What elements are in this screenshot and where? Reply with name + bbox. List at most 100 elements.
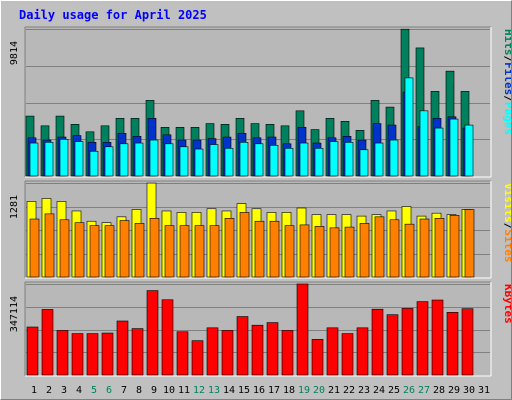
- x-tick-day-15: 15: [238, 385, 250, 396]
- x-tick-day-16: 16: [253, 385, 265, 396]
- bar-pages-day-14: [224, 147, 234, 177]
- x-tick-day-9: 9: [151, 385, 157, 396]
- bar-kbytes-day-9: [146, 290, 159, 376]
- bar-pages-day-21: [329, 141, 339, 177]
- x-tick-day-29: 29: [448, 385, 460, 396]
- legend-item: Hits: [502, 29, 511, 56]
- bar-pages-day-29: [449, 118, 459, 177]
- x-tick-day-7: 7: [121, 385, 127, 396]
- bar-sites-day-2: [44, 213, 55, 278]
- legend-item: /: [502, 95, 511, 102]
- bar-kbytes-day-7: [116, 320, 129, 376]
- bar-pages-day-20: [314, 147, 324, 177]
- x-tick-day-31: 31: [478, 385, 490, 396]
- bar-pages-day-9: [149, 139, 159, 177]
- bar-pages-day-16: [254, 143, 264, 177]
- bar-sites-day-1: [29, 218, 40, 278]
- bar-kbytes-day-23: [356, 327, 369, 376]
- x-tick-day-1: 1: [31, 385, 37, 396]
- bar-kbytes-day-20: [311, 339, 324, 376]
- legend-text: Visits/Sites: [502, 183, 511, 263]
- x-tick-day-20: 20: [313, 385, 325, 396]
- bar-kbytes-day-24: [371, 308, 384, 376]
- bar-pages-day-2: [44, 141, 54, 177]
- bar-kbytes-day-6: [101, 332, 114, 376]
- bar-sites-day-29: [449, 215, 460, 278]
- x-tick-day-8: 8: [136, 385, 142, 396]
- bar-pages-day-18: [284, 147, 294, 177]
- bar-kbytes-day-13: [206, 327, 219, 376]
- bar-pages-day-1: [29, 142, 39, 177]
- bar-sites-day-15: [239, 212, 250, 278]
- bar-kbytes-day-2: [41, 309, 54, 376]
- bar-pages-day-17: [269, 144, 279, 177]
- bar-kbytes-day-10: [161, 299, 174, 376]
- x-tick-day-6: 6: [106, 385, 112, 396]
- bar-kbytes-day-26: [401, 308, 414, 376]
- legend-item: /: [502, 223, 511, 230]
- bar-pages-day-8: [134, 142, 144, 177]
- bar-pages-day-7: [119, 143, 129, 177]
- bar-sites-day-25: [389, 219, 400, 278]
- bar-sites-day-21: [329, 227, 340, 278]
- bar-pages-day-3: [59, 139, 69, 177]
- bar-sites-day-11: [179, 225, 190, 278]
- legend-item: Sites: [502, 229, 511, 262]
- bar-kbytes-day-18: [281, 330, 294, 376]
- legend-text: KBytes: [502, 284, 511, 324]
- bar-pages-day-28: [434, 127, 444, 177]
- bar-sites-day-27: [419, 218, 430, 278]
- panel-visits-sites: 1281 Visits/Sites: [9, 180, 511, 279]
- bar-sites-day-4: [74, 222, 85, 278]
- bar-pages-day-12: [194, 148, 204, 177]
- bar-sites-day-26: [404, 223, 415, 278]
- bar-sites-day-18: [284, 225, 295, 278]
- bar-kbytes-day-28: [431, 299, 444, 376]
- bar-sites-day-14: [224, 217, 235, 278]
- bar-kbytes-day-15: [236, 316, 249, 376]
- chart-title: Daily usage for April 2025: [19, 8, 207, 22]
- bar-kbytes-day-11: [176, 331, 189, 376]
- x-tick-day-25: 25: [388, 385, 400, 396]
- bar-pages-day-13: [209, 144, 219, 177]
- x-tick-day-18: 18: [283, 385, 295, 396]
- panel-kbytes: 347114 KBytes: [9, 281, 511, 377]
- bar-sites-day-20: [314, 226, 325, 278]
- bar-kbytes-day-14: [221, 330, 234, 376]
- bar-pages-day-10: [164, 143, 174, 177]
- bar-sites-day-12: [194, 225, 205, 278]
- bar-kbytes-day-19: [296, 283, 309, 376]
- bar-pages-day-15: [239, 141, 249, 177]
- y-max-label: 347114: [9, 296, 20, 332]
- x-tick-day-22: 22: [343, 385, 355, 396]
- bar-sites-day-13: [209, 225, 220, 278]
- bar-pages-day-22: [344, 141, 354, 177]
- x-tick-day-23: 23: [358, 385, 370, 396]
- bar-pages-day-27: [419, 110, 429, 177]
- bar-kbytes-day-1: [26, 326, 39, 376]
- bar-pages-day-19: [299, 142, 309, 177]
- x-tick-day-13: 13: [208, 385, 220, 396]
- bar-kbytes-day-12: [191, 340, 204, 376]
- bar-sites-day-19: [299, 224, 310, 278]
- bar-pages-day-5: [89, 150, 99, 177]
- bar-sites-day-24: [374, 216, 385, 278]
- bar-sites-day-17: [269, 220, 280, 278]
- bar-pages-day-6: [104, 146, 114, 177]
- x-tick-day-24: 24: [373, 385, 385, 396]
- x-tick-day-17: 17: [268, 385, 280, 396]
- x-tick-day-14: 14: [223, 385, 235, 396]
- x-tick-day-3: 3: [61, 385, 67, 396]
- bar-kbytes-day-8: [131, 328, 144, 376]
- bar-kbytes-day-4: [71, 333, 84, 376]
- x-tick-day-2: 2: [46, 385, 52, 396]
- bar-kbytes-day-22: [341, 333, 354, 376]
- bar-sites-day-16: [254, 220, 265, 278]
- legend-item: KBytes: [502, 284, 511, 324]
- legend-item: Files: [502, 62, 511, 95]
- x-tick-day-11: 11: [178, 385, 190, 396]
- bar-pages-day-24: [374, 142, 384, 177]
- bar-sites-day-22: [344, 226, 355, 278]
